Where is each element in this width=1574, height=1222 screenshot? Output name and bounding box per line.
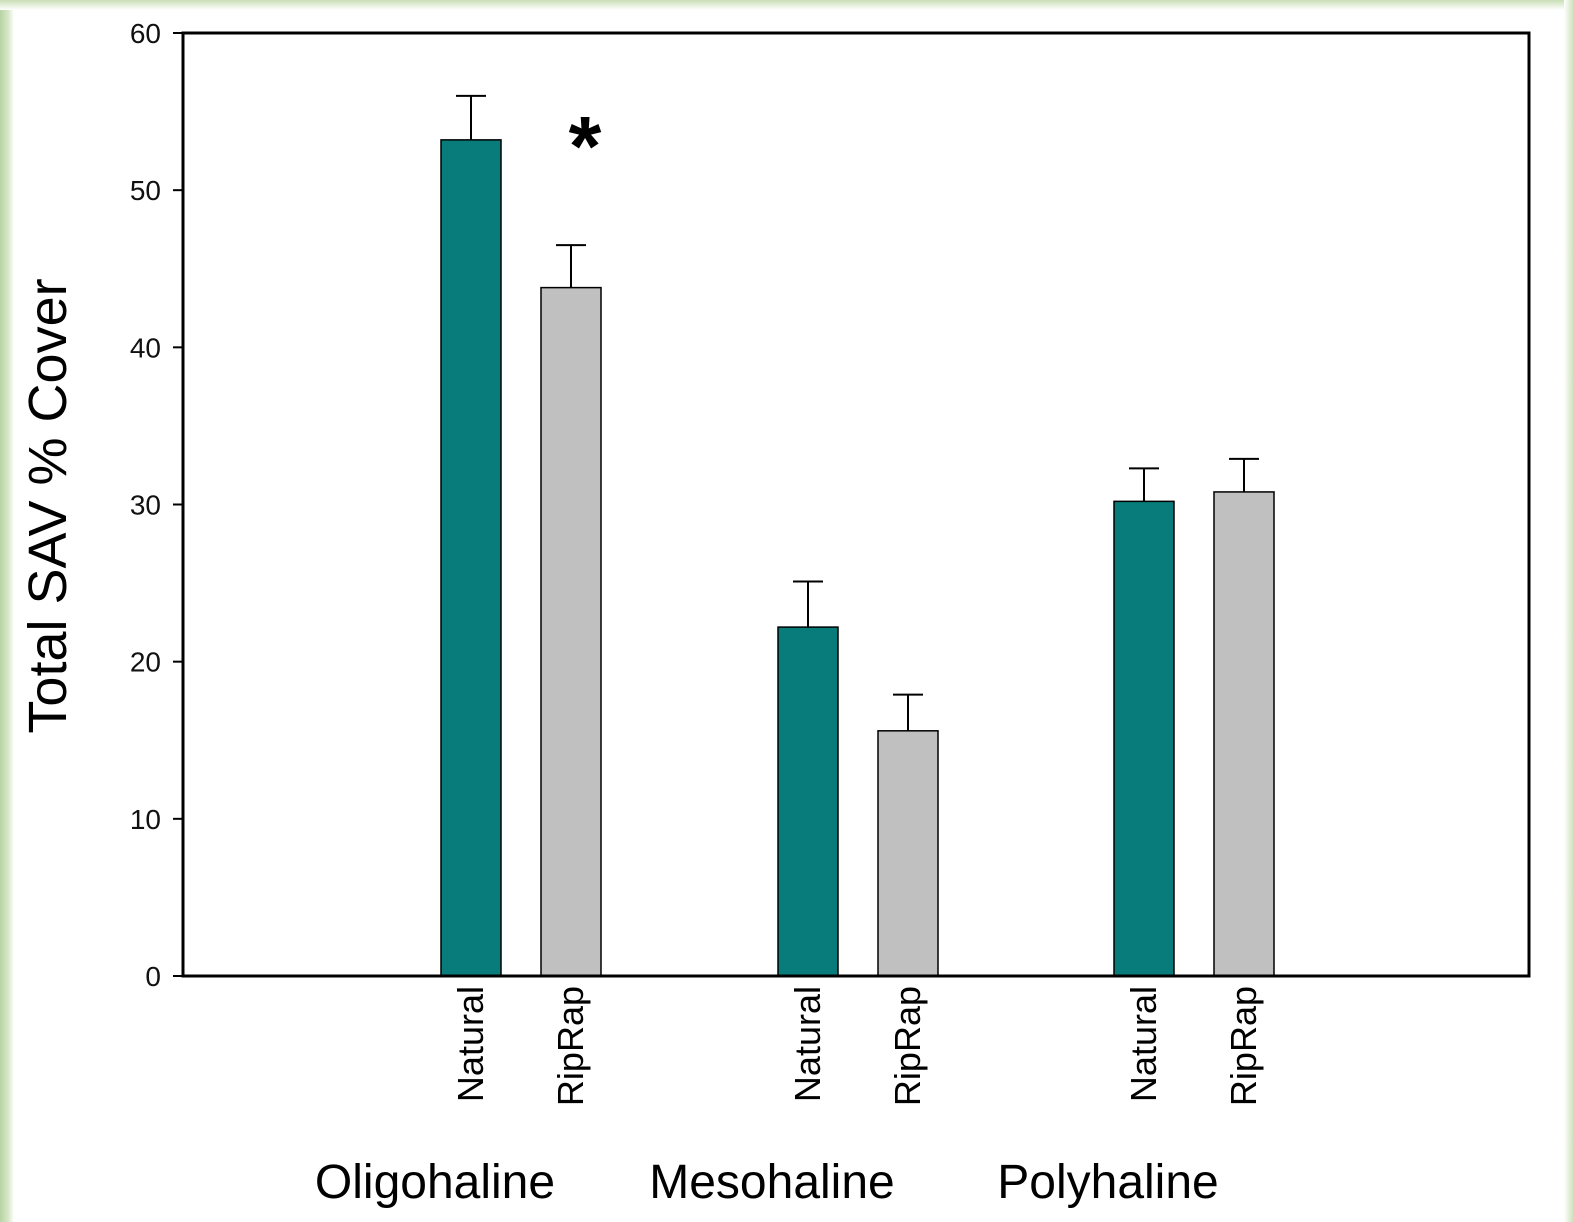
category-label: Natural — [1123, 986, 1164, 1102]
group-label: Polyhaline — [997, 1156, 1218, 1209]
bar-natural-polyhaline — [1113, 500, 1175, 977]
category-label: Natural — [787, 986, 828, 1102]
group-labels: Oligohaline Mesohaline Polyhaline — [315, 1156, 1219, 1209]
category-label: RipRap — [550, 986, 591, 1106]
category-label: RipRap — [1223, 986, 1264, 1106]
y-tick-label: 0 — [145, 961, 161, 992]
y-tick-label: 50 — [130, 175, 161, 206]
plot-frame — [181, 31, 1531, 978]
category-label: Natural — [450, 986, 491, 1102]
bar-riprap-mesohaline — [877, 730, 939, 977]
bar-natural-oligohaline — [440, 139, 502, 977]
category-label: RipRap — [887, 986, 928, 1106]
category-labels: Natural RipRap Natural RipRap Natural RipRap — [450, 986, 1264, 1106]
bars — [440, 94, 1275, 977]
bar-natural-mesohaline — [777, 626, 839, 977]
significance-marker: * — [569, 99, 602, 193]
group-label: Mesohaline — [649, 1156, 894, 1209]
annotations: * — [569, 99, 602, 193]
bar-riprap-polyhaline — [1213, 491, 1275, 977]
y-tick-label: 10 — [130, 804, 161, 835]
y-tick-label: 60 — [130, 18, 161, 49]
y-tick-label: 30 — [130, 490, 161, 521]
background-edge-right — [1564, 0, 1574, 1222]
y-tick-label: 40 — [130, 332, 161, 363]
bar-riprap-oligohaline — [540, 286, 602, 977]
background-edge-left — [0, 0, 14, 1222]
background-edge-top — [0, 0, 1574, 10]
group-label: Oligohaline — [315, 1156, 555, 1209]
y-tick-label: 20 — [130, 647, 161, 678]
y-axis: 0 10 20 30 40 50 60 — [130, 18, 183, 992]
y-axis-title: Total SAV % Cover — [18, 278, 78, 733]
